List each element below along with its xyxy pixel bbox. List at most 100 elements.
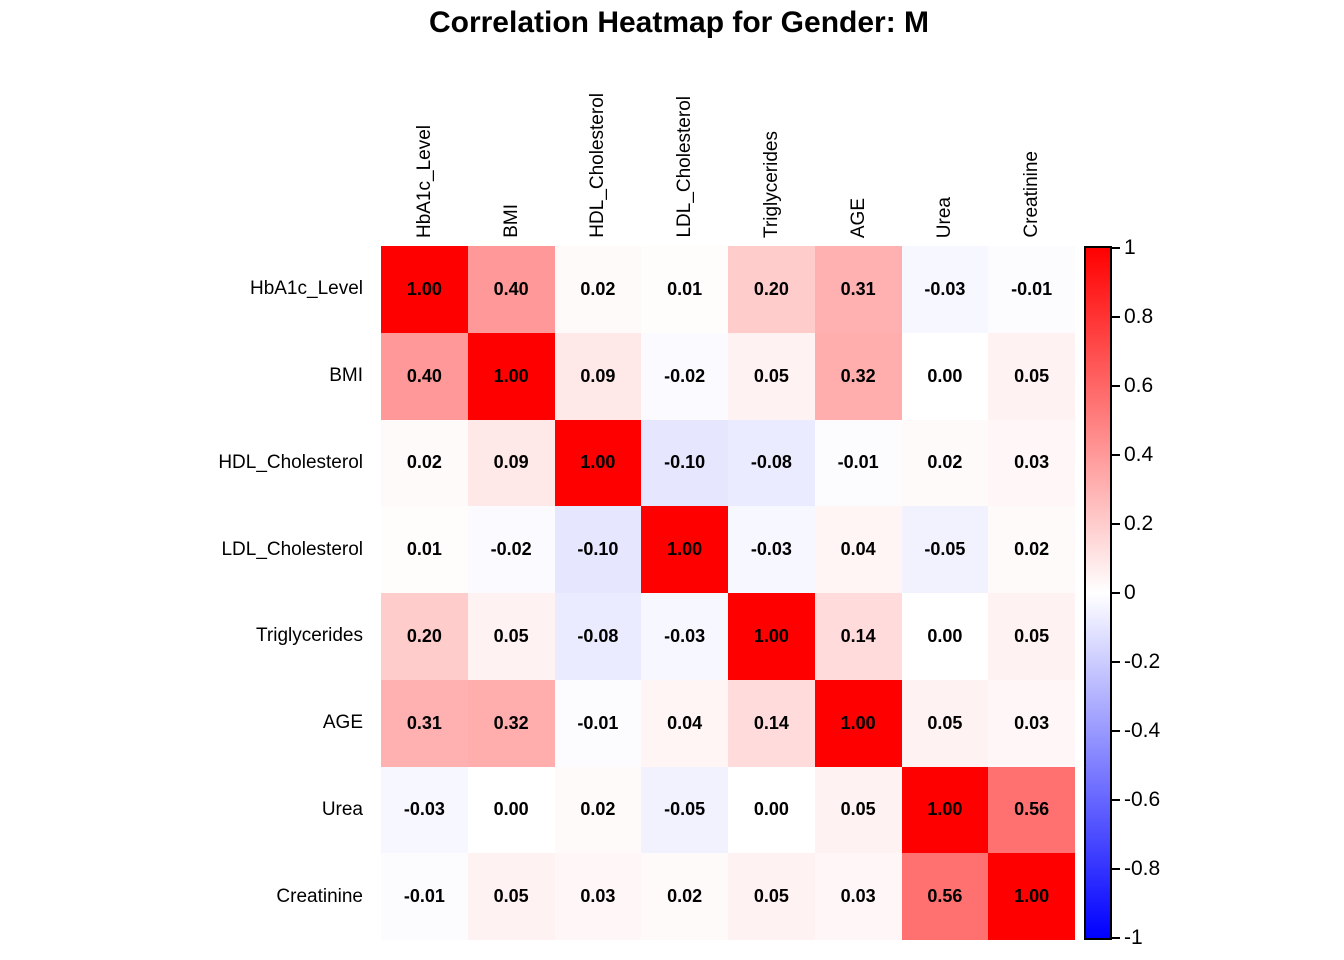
x-axis-label: HDL_Cholesterol bbox=[555, 40, 642, 238]
heatmap-cell-Triglycerides-HDL_Cholesterol: -0.08 bbox=[554, 593, 642, 680]
x-axis-label-text: Creatinine bbox=[1021, 151, 1043, 238]
heatmap-cell-Urea-Creatinine: 0.56 bbox=[988, 766, 1075, 854]
heatmap-cell-LDL_Cholesterol-AGE: 0.04 bbox=[814, 506, 902, 593]
heatmap-cell-LDL_Cholesterol-LDL_Cholesterol: 1.00 bbox=[641, 506, 728, 593]
heatmap-cell-Urea-AGE: 0.05 bbox=[814, 766, 902, 854]
heatmap-cell-LDL_Cholesterol-Urea: -0.05 bbox=[901, 506, 989, 593]
y-axis-label: HDL_Cholesterol bbox=[218, 451, 363, 473]
heatmap-cell-BMI-LDL_Cholesterol: -0.02 bbox=[641, 332, 728, 420]
heatmap-cell-AGE-BMI: 0.32 bbox=[467, 679, 555, 767]
colorbar-tick-mark bbox=[1112, 661, 1120, 663]
heatmap-cell-Creatinine-HDL_Cholesterol: 0.03 bbox=[554, 853, 642, 940]
heatmap-cell-HDL_Cholesterol-Triglycerides: -0.08 bbox=[728, 419, 815, 507]
heatmap-cell-Triglycerides-Triglycerides: 1.00 bbox=[728, 593, 815, 680]
heatmap-cell-Urea-HbA1c_Level: -0.03 bbox=[381, 766, 468, 854]
colorbar-tick-label: 0.8 bbox=[1124, 305, 1154, 328]
heatmap-cell-LDL_Cholesterol-Triglycerides: -0.03 bbox=[728, 506, 815, 593]
colorbar-tick-mark bbox=[1112, 454, 1120, 456]
colorbar-tick-label: -0.8 bbox=[1124, 857, 1161, 880]
heatmap-cell-Triglycerides-Creatinine: 0.05 bbox=[988, 593, 1075, 680]
y-axis-label: LDL_Cholesterol bbox=[221, 538, 363, 560]
x-axis-label-text: Triglycerides bbox=[760, 131, 782, 238]
heatmap-cell-Urea-Urea: 1.00 bbox=[901, 766, 989, 854]
heatmap-cell-HDL_Cholesterol-Creatinine: 0.03 bbox=[988, 419, 1075, 507]
colorbar-tick-label: 0.6 bbox=[1124, 374, 1154, 397]
colorbar-tick-label: 1 bbox=[1124, 236, 1136, 259]
heatmap-cell-BMI-AGE: 0.32 bbox=[814, 332, 902, 420]
heatmap-cell-Creatinine-AGE: 0.03 bbox=[814, 853, 902, 940]
colorbar-tick-label: -0.2 bbox=[1124, 650, 1161, 673]
heatmap-cell-HDL_Cholesterol-BMI: 0.09 bbox=[467, 419, 555, 507]
heatmap-cell-HbA1c_Level-Triglycerides: 0.20 bbox=[728, 246, 815, 333]
x-axis-label: Urea bbox=[902, 40, 989, 238]
heatmap-cell-AGE-AGE: 1.00 bbox=[814, 679, 902, 767]
colorbar-tick-mark bbox=[1112, 247, 1120, 249]
heatmap-cell-HbA1c_Level-HDL_Cholesterol: 0.02 bbox=[554, 246, 642, 333]
colorbar-tick-mark bbox=[1112, 523, 1120, 525]
x-axis-labels: HbA1c_Level BMI HDL_Cholesterol LDL_Cholest… bbox=[381, 40, 1075, 238]
x-axis-label-text: BMI bbox=[500, 204, 522, 238]
heatmap-cell-Triglycerides-BMI: 0.05 bbox=[467, 593, 555, 680]
y-axis-label: BMI bbox=[329, 365, 363, 387]
heatmap-cell-BMI-Urea: 0.00 bbox=[901, 332, 989, 420]
heatmap-cell-BMI-Creatinine: 0.05 bbox=[988, 332, 1075, 420]
x-axis-label: Creatinine bbox=[988, 40, 1075, 238]
colorbar-tick-label: 0 bbox=[1124, 581, 1136, 604]
heatmap-cell-Creatinine-Creatinine: 1.00 bbox=[988, 853, 1075, 940]
y-axis-label: Triglycerides bbox=[256, 625, 363, 647]
heatmap-cell-Urea-Triglycerides: 0.00 bbox=[728, 766, 815, 854]
heatmap-cell-Urea-BMI: 0.00 bbox=[467, 766, 555, 854]
x-axis-label-text: LDL_Cholesterol bbox=[674, 96, 696, 238]
heatmap-cell-Creatinine-Urea: 0.56 bbox=[901, 853, 989, 940]
y-axis-label: HbA1c_Level bbox=[249, 278, 363, 300]
heatmap-cell-Creatinine-HbA1c_Level: -0.01 bbox=[381, 853, 468, 940]
heatmap-cell-BMI-HbA1c_Level: 0.40 bbox=[381, 332, 468, 420]
heatmap-cell-HbA1c_Level-LDL_Cholesterol: 0.01 bbox=[641, 246, 728, 333]
heatmap-cell-AGE-Triglycerides: 0.14 bbox=[728, 679, 815, 767]
heatmap-cell-LDL_Cholesterol-BMI: -0.02 bbox=[467, 506, 555, 593]
heatmap-cell-Creatinine-BMI: 0.05 bbox=[467, 853, 555, 940]
heatmap-cell-Urea-HDL_Cholesterol: 0.02 bbox=[554, 766, 642, 854]
heatmap-cell-LDL_Cholesterol-Creatinine: 0.02 bbox=[988, 506, 1075, 593]
x-axis-label: LDL_Cholesterol bbox=[641, 40, 728, 238]
x-axis-label-text: HDL_Cholesterol bbox=[587, 93, 609, 238]
y-axis-label: Urea bbox=[321, 798, 363, 820]
heatmap-cell-BMI-HDL_Cholesterol: 0.09 bbox=[554, 332, 642, 420]
colorbar-tick-mark bbox=[1112, 937, 1120, 939]
heatmap-cell-Triglycerides-HbA1c_Level: 0.20 bbox=[381, 593, 468, 680]
y-axis-label: Creatinine bbox=[276, 885, 363, 907]
heatmap-cell-Triglycerides-AGE: 0.14 bbox=[814, 593, 902, 680]
heatmap-cell-HbA1c_Level-BMI: 0.40 bbox=[467, 246, 555, 333]
heatmap-cell-HbA1c_Level-AGE: 0.31 bbox=[814, 246, 902, 333]
heatmap-cell-AGE-Creatinine: 0.03 bbox=[988, 679, 1075, 767]
heatmap-grid: 1.00 0.40 0.02 0.01 0.20 0.31 -0.03 -0.01 0.40 1.… bbox=[381, 246, 1075, 940]
heatmap-cell-BMI-BMI: 1.00 bbox=[467, 332, 555, 420]
x-axis-label: BMI bbox=[468, 40, 555, 238]
heatmap-cell-AGE-LDL_Cholesterol: 0.04 bbox=[641, 679, 728, 767]
heatmap-cell-LDL_Cholesterol-HbA1c_Level: 0.01 bbox=[381, 506, 468, 593]
heatmap-cell-Urea-LDL_Cholesterol: -0.05 bbox=[641, 766, 728, 854]
colorbar-tick-mark bbox=[1112, 385, 1120, 387]
x-axis-label: AGE bbox=[815, 40, 902, 238]
heatmap-cell-HbA1c_Level-Urea: -0.03 bbox=[901, 246, 989, 333]
colorbar-tick-label: 0.2 bbox=[1124, 512, 1154, 535]
colorbar-tick-mark bbox=[1112, 868, 1120, 870]
colorbar-gradient bbox=[1086, 248, 1110, 938]
x-axis-label-text: AGE bbox=[847, 197, 869, 238]
colorbar-tick-mark bbox=[1112, 316, 1120, 318]
heatmap-cell-AGE-HbA1c_Level: 0.31 bbox=[381, 679, 468, 767]
heatmap-cell-Triglycerides-Urea: 0.00 bbox=[901, 593, 989, 680]
heatmap-cell-HbA1c_Level-Creatinine: -0.01 bbox=[988, 246, 1075, 333]
y-axis-labels: HbA1c_Level BMI HDL_Cholesterol LDL_Cholest… bbox=[0, 246, 363, 940]
colorbar bbox=[1084, 246, 1112, 940]
heatmap-cell-BMI-Triglycerides: 0.05 bbox=[728, 332, 815, 420]
heatmap-cell-Triglycerides-LDL_Cholesterol: -0.03 bbox=[641, 593, 728, 680]
colorbar-tick-mark bbox=[1112, 799, 1120, 801]
heatmap-cell-Creatinine-LDL_Cholesterol: 0.02 bbox=[641, 853, 728, 940]
colorbar-tick-label: -0.6 bbox=[1124, 788, 1161, 811]
heatmap-cell-HDL_Cholesterol-AGE: -0.01 bbox=[814, 419, 902, 507]
colorbar-tick-label: 0.4 bbox=[1124, 443, 1154, 466]
heatmap-cell-Creatinine-Triglycerides: 0.05 bbox=[728, 853, 815, 940]
heatmap-cell-AGE-Urea: 0.05 bbox=[901, 679, 989, 767]
